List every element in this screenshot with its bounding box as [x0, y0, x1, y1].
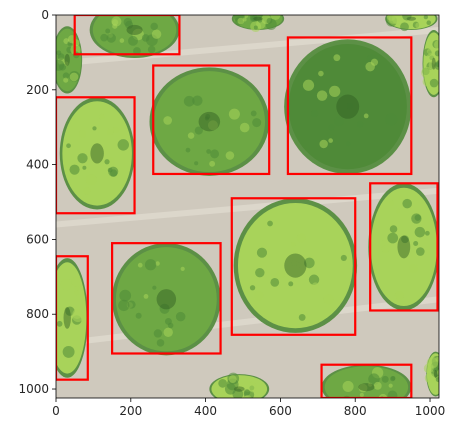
x-tick-label: 200: [119, 404, 142, 418]
axes-frame: [55, 14, 440, 399]
y-tick-label: 600: [26, 232, 49, 246]
tree-canopy: [112, 243, 221, 356]
bounding-box-layer: [56, 15, 439, 398]
x-tick-label: 800: [344, 404, 367, 418]
tree-canopy: [56, 26, 83, 94]
bounding-box: [320, 363, 413, 398]
tree-canopy: [231, 15, 285, 32]
ground-track: [56, 296, 439, 348]
bounding-box: [56, 255, 89, 381]
y-tick-label: 0: [41, 8, 49, 22]
tree-canopy: [56, 258, 88, 378]
tree-canopy: [423, 351, 439, 397]
bounding-box: [73, 15, 181, 56]
bounding-box: [230, 197, 357, 336]
tree-canopy: [149, 67, 270, 176]
y-tick-label: 400: [26, 158, 49, 172]
tree-canopy: [284, 39, 412, 174]
y-tick-label: 1000: [18, 382, 49, 396]
tree-canopy: [89, 15, 180, 59]
x-tick-label: 1000: [415, 404, 446, 418]
x-tick-label: 600: [269, 404, 292, 418]
tree-canopy: [233, 198, 358, 333]
ground-track: [56, 26, 439, 67]
tree-canopy: [368, 183, 439, 311]
y-tick-label: 200: [26, 83, 49, 97]
tree-canopy: [385, 15, 438, 32]
bounding-box: [286, 36, 413, 176]
aerial-photo: [56, 15, 439, 398]
x-tick-label: 0: [52, 404, 60, 418]
x-tick-label: 400: [194, 404, 217, 418]
x-axis: 0 200 400 600 800 1000: [52, 398, 445, 418]
bounding-box: [111, 242, 222, 355]
bounding-box: [369, 182, 439, 312]
tree-canopy: [209, 372, 270, 398]
bounding-box: [56, 96, 136, 215]
bounding-box: [152, 64, 271, 176]
tree-canopy: [59, 97, 135, 210]
tree-canopy: [321, 364, 412, 398]
ground-track: [56, 187, 439, 228]
tree-canopy: [421, 29, 439, 98]
y-axis: 0 200 400 600 800 1000: [18, 8, 56, 396]
y-tick-label: 800: [26, 307, 49, 321]
